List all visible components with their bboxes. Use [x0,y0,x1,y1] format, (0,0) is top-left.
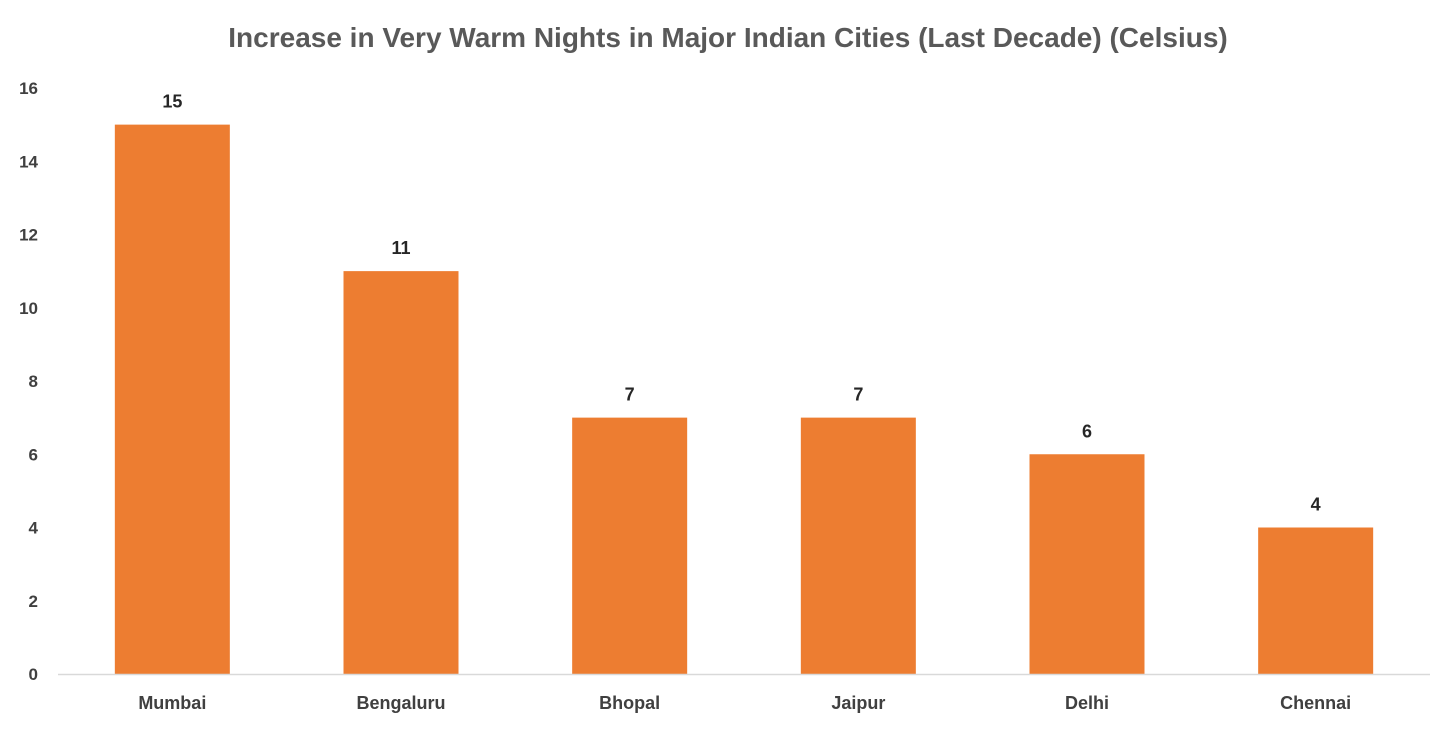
data-label: 11 [391,238,410,258]
bar [800,417,916,674]
y-tick-label: 8 [29,372,38,391]
y-tick-label: 16 [19,79,38,98]
x-tick-label: Delhi [1065,693,1109,713]
y-axis: 0 2 4 6 8 10 12 14 16 [19,79,38,684]
y-tick-label: 14 [19,152,38,171]
y-tick-label: 0 [29,665,38,684]
x-tick-label: Chennai [1280,693,1351,713]
data-label: 7 [853,385,863,405]
bar [114,124,230,674]
bar [1258,527,1374,674]
y-tick-label: 12 [19,226,38,245]
x-axis: Mumbai Bengaluru Bhopal Jaipur Delhi Chennai [138,693,1351,713]
data-label: 6 [1082,421,1092,441]
bar [572,417,688,674]
x-tick-label: Jaipur [831,693,885,713]
bar [343,271,459,674]
y-tick-label: 10 [19,299,38,318]
data-label: 4 [1311,495,1321,515]
y-tick-label: 4 [29,519,39,538]
y-tick-label: 2 [29,592,38,611]
bar [1029,454,1145,674]
chart-title: Increase in Very Warm Nights in Major In… [228,22,1228,53]
data-label: 7 [625,385,635,405]
bar-series [114,124,1374,674]
x-tick-label: Bengaluru [356,693,445,713]
x-tick-label: Mumbai [138,693,206,713]
y-tick-label: 6 [29,445,38,464]
data-labels: 15 11 7 7 6 4 [162,92,1320,515]
x-tick-label: Bhopal [599,693,660,713]
data-label: 15 [162,92,182,112]
